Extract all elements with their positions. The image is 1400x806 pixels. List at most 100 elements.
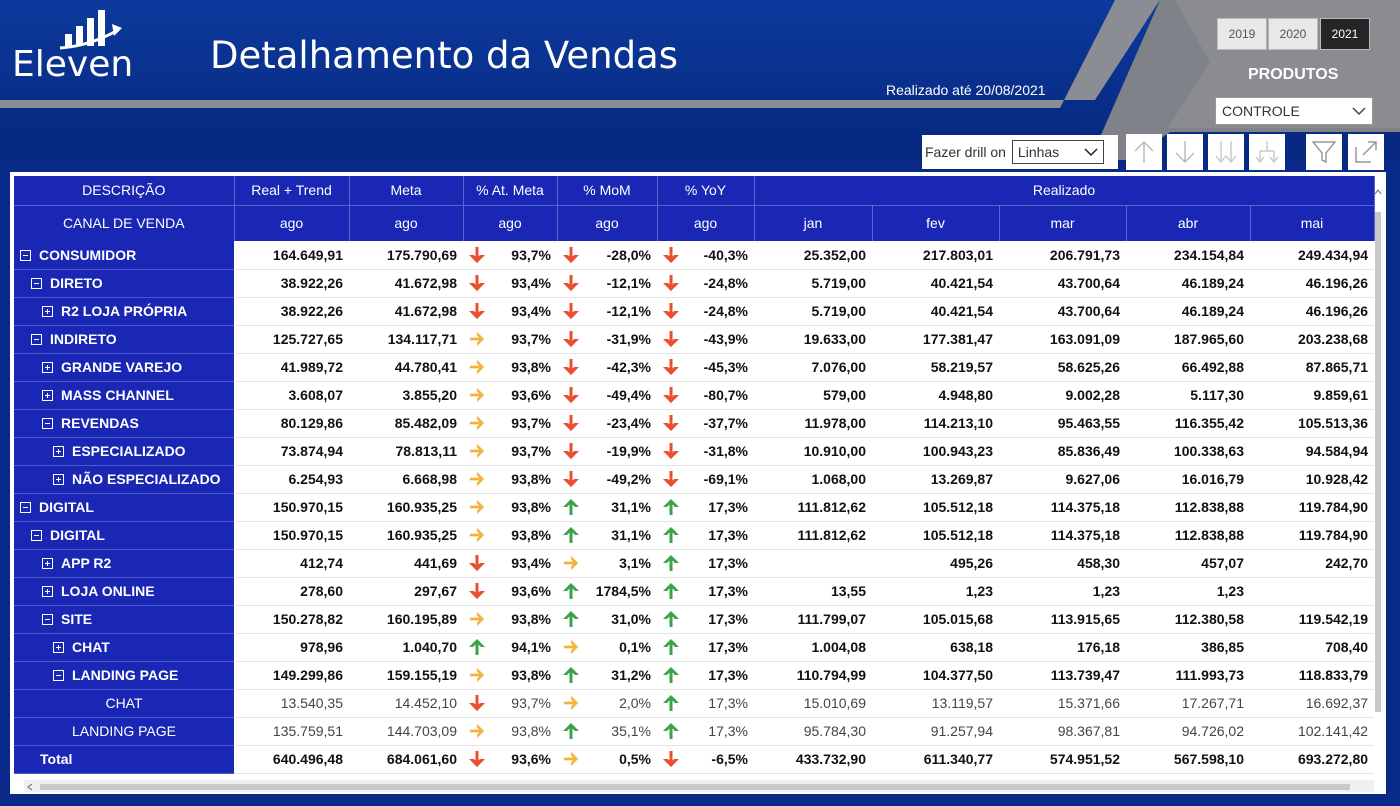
expand-icon[interactable] (42, 306, 53, 317)
col-header-mai[interactable]: mai (1250, 205, 1375, 241)
row-label[interactable]: Total (14, 745, 234, 774)
col-header-mar[interactable]: mar (999, 205, 1127, 241)
row-label[interactable]: R2 LOJA PRÓPRIA (14, 297, 234, 326)
total-row[interactable]: Total 640.496,48 684.061,60 93,6% 0,5% -6,5% 4… (14, 745, 1375, 774)
row-label[interactable]: GRANDE VAREJO (14, 353, 234, 382)
expand-icon[interactable] (53, 474, 64, 485)
row-label[interactable]: MASS CHANNEL (14, 381, 234, 410)
cell-mom: 0,1% (557, 633, 657, 662)
expand-next-level-button[interactable] (1249, 134, 1285, 170)
cell-mai: 249.434,94 (1250, 241, 1375, 270)
drill-select[interactable]: Linhas (1011, 140, 1104, 164)
cell-yoy: -6,5% (657, 745, 754, 774)
trend-down-icon (469, 302, 485, 320)
cell-mar: 15.371,66 (999, 689, 1126, 718)
focus-mode-button[interactable] (1348, 134, 1384, 170)
collapse-icon[interactable] (42, 614, 53, 625)
col-header-mom[interactable]: % MoM (557, 176, 658, 206)
table-row[interactable]: MASS CHANNEL 3.608,07 3.855,20 93,6% -49,4% -… (14, 381, 1375, 410)
table-row[interactable]: LOJA ONLINE 278,60 297,67 93,6% 1784,5% 17,3%… (14, 577, 1375, 606)
cell-fev: 13.119,57 (872, 689, 999, 718)
drill-down-button[interactable] (1167, 134, 1203, 170)
col-header-canal[interactable]: CANAL DE VENDA (14, 205, 235, 241)
col-header-real[interactable]: Real + Trend (234, 176, 350, 206)
table-row[interactable]: GRANDE VAREJO 41.989,72 44.780,41 93,8% -42,… (14, 353, 1375, 382)
table-row[interactable]: DIRETO 38.922,26 41.672,98 93,4% -12,1% -24,8… (14, 269, 1375, 298)
cell-yoy: -37,7% (657, 409, 754, 438)
collapse-icon[interactable] (31, 278, 42, 289)
cell-at-meta: 93,7% (463, 241, 557, 270)
table-row[interactable]: LANDING PAGE 135.759,51 144.703,09 93,8% 35,… (14, 717, 1375, 746)
col-header-realizado[interactable]: Realizado (754, 176, 1375, 206)
col-header-abr[interactable]: abr (1126, 205, 1251, 241)
table-row[interactable]: CHAT 13.540,35 14.452,10 93,7% 2,0% 17,3% 15.0… (14, 689, 1375, 718)
go-next-level-button[interactable] (1208, 134, 1244, 170)
expand-icon[interactable] (42, 558, 53, 569)
row-label[interactable]: DIGITAL (14, 493, 234, 522)
row-label[interactable]: NÃO ESPECIALIZADO (14, 465, 234, 494)
row-label[interactable]: CHAT (14, 689, 234, 718)
vertical-scrollbar[interactable] (1372, 182, 1384, 782)
table-row[interactable]: CHAT 978,96 1.040,70 94,1% 0,1% 17,3% 1.004,08… (14, 633, 1375, 662)
cell-meta: 684.061,60 (349, 745, 463, 774)
row-label[interactable]: LOJA ONLINE (14, 577, 234, 606)
cell-abr: 112.838,88 (1126, 493, 1250, 522)
collapse-icon[interactable] (42, 418, 53, 429)
row-label[interactable]: INDIRETO (14, 325, 234, 354)
table-row[interactable]: SITE 150.278,82 160.195,89 93,8% 31,0% 17,3% 1… (14, 605, 1375, 634)
horizontal-scrollbar[interactable] (24, 780, 1374, 792)
expand-icon[interactable] (42, 390, 53, 401)
produtos-select[interactable]: CONTROLE (1215, 97, 1373, 125)
table-row[interactable]: DIGITAL 150.970,15 160.935,25 93,8% 31,1% 17,… (14, 521, 1375, 550)
collapse-icon[interactable] (20, 502, 31, 513)
row-label[interactable]: ESPECIALIZADO (14, 437, 234, 466)
col-header-yoy[interactable]: % YoY (657, 176, 755, 206)
row-label[interactable]: REVENDAS (14, 409, 234, 438)
cell-real: 978,96 (234, 633, 349, 662)
row-label[interactable]: LANDING PAGE (14, 661, 234, 690)
year-button-2019[interactable]: 2019 (1217, 18, 1267, 50)
table-row[interactable]: LANDING PAGE 149.299,86 159.155,19 93,8% 31,… (14, 661, 1375, 690)
table-row[interactable]: APP R2 412,74 441,69 93,4% 3,1% 17,3% 495,26 45… (14, 549, 1375, 578)
table-row[interactable]: REVENDAS 80.129,86 85.482,09 93,7% -23,4% -37… (14, 409, 1375, 438)
year-button-2021[interactable]: 2021 (1320, 18, 1370, 50)
row-label[interactable]: APP R2 (14, 549, 234, 578)
row-label[interactable]: DIGITAL (14, 521, 234, 550)
collapse-icon[interactable] (20, 249, 31, 261)
drill-up-button[interactable] (1126, 134, 1162, 170)
cell-abr: 16.016,79 (1126, 465, 1250, 494)
expand-icon[interactable] (53, 446, 64, 457)
trend-up-icon (663, 498, 679, 516)
trend-down-icon (563, 302, 579, 320)
cell-at-meta: 93,6% (463, 381, 557, 410)
year-button-2020[interactable]: 2020 (1268, 18, 1318, 50)
collapse-icon[interactable] (53, 670, 64, 681)
col-header-fev[interactable]: fev (872, 205, 1000, 241)
table-row[interactable]: CONSUMIDOR 164.649,91 175.790,69 93,7% -28,0… (14, 241, 1375, 270)
table-row[interactable]: INDIRETO 125.727,65 134.117,71 93,7% -31,9% -… (14, 325, 1375, 354)
col-header-jan[interactable]: jan (754, 205, 873, 241)
row-label[interactable]: SITE (14, 605, 234, 634)
table-row[interactable]: ESPECIALIZADO 73.874,94 78.813,11 93,7% -19,… (14, 437, 1375, 466)
expand-icon[interactable] (42, 586, 53, 597)
col-header-ago: ago (657, 205, 755, 241)
row-label[interactable]: LANDING PAGE (14, 717, 234, 746)
row-label[interactable]: CONSUMIDOR (14, 241, 234, 270)
col-header-meta[interactable]: Meta (349, 176, 464, 206)
expand-icon[interactable] (53, 642, 64, 653)
col-header-at-meta[interactable]: % At. Meta (463, 176, 558, 206)
cell-yoy: 17,3% (657, 605, 754, 634)
filter-button[interactable] (1306, 134, 1342, 170)
col-header-descricao[interactable]: DESCRIÇÃO (14, 176, 235, 206)
collapse-icon[interactable] (31, 530, 42, 541)
collapse-icon[interactable] (31, 334, 42, 345)
cell-mar: 43.700,64 (999, 269, 1126, 298)
cell-real: 41.989,72 (234, 353, 349, 382)
row-label[interactable]: CHAT (14, 633, 234, 662)
expand-icon[interactable] (42, 362, 53, 373)
table-row[interactable]: NÃO ESPECIALIZADO 6.254,93 6.668,98 93,8% -4… (14, 465, 1375, 494)
cell-fev: 40.421,54 (872, 297, 999, 326)
table-row[interactable]: DIGITAL 150.970,15 160.935,25 93,8% 31,1% 17,… (14, 493, 1375, 522)
row-label[interactable]: DIRETO (14, 269, 234, 298)
table-row[interactable]: R2 LOJA PRÓPRIA 38.922,26 41.672,98 93,4% -1… (14, 297, 1375, 326)
